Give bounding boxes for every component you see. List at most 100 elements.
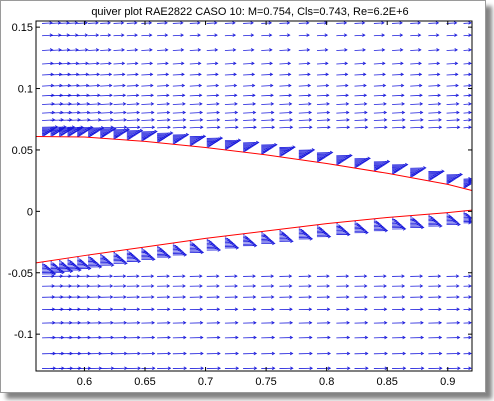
velocity-arrow (428, 220, 439, 224)
velocity-arrow (428, 224, 443, 228)
velocity-arrow (336, 83, 349, 88)
velocity-arrow (243, 335, 257, 340)
velocity-arrow (279, 307, 293, 312)
velocity-arrow (373, 335, 388, 340)
velocity-arrow (336, 351, 351, 356)
velocity-arrow (224, 351, 239, 356)
velocity-arrow (392, 33, 404, 37)
velocity-arrow (316, 61, 329, 66)
velocity-arrow (141, 335, 156, 340)
x-tick-label: 0.75 (255, 376, 276, 388)
velocity-arrow (113, 261, 128, 265)
velocity-arrow (189, 307, 204, 312)
velocity-arrow (428, 118, 442, 122)
velocity-arrow (373, 295, 388, 299)
velocity-arrow (172, 21, 184, 25)
velocity-arrow (126, 48, 139, 52)
velocity-arrow (316, 72, 329, 77)
velocity-arrow (354, 284, 368, 288)
velocity-arrow (141, 253, 152, 257)
velocity-arrow (88, 265, 103, 269)
velocity-arrow (336, 48, 348, 52)
velocity-arrow (428, 284, 442, 288)
velocity-arrow (316, 284, 330, 288)
velocity-arrow (67, 264, 78, 268)
velocity-arrow (243, 33, 255, 37)
velocity-arrow (316, 307, 331, 312)
velocity-arrow (261, 236, 270, 240)
velocity-arrow (316, 234, 332, 239)
velocity-arrow (77, 284, 91, 288)
velocity-arrow (463, 335, 472, 340)
velocity-arrow (354, 351, 369, 356)
velocity-arrow (157, 118, 171, 122)
velocity-arrow (392, 223, 402, 227)
velocity-arrow (410, 110, 424, 115)
velocity-arrow (100, 366, 115, 370)
velocity-arrow (316, 93, 330, 98)
velocity-arrow (172, 250, 185, 254)
velocity-arrow (298, 48, 311, 52)
velocity-arrow (100, 262, 114, 266)
velocity-arrow (157, 125, 171, 129)
velocity-arrow (224, 110, 239, 115)
velocity-arrow (261, 142, 278, 147)
velocity-arrow (42, 93, 55, 98)
velocity-arrow (298, 125, 313, 129)
axes-box (35, 20, 473, 372)
velocity-arrow (298, 351, 313, 356)
velocity-arrow (157, 253, 170, 258)
velocity-arrow (279, 335, 294, 340)
velocity-arrow (446, 307, 460, 312)
velocity-arrow (463, 61, 472, 66)
velocity-arrow (113, 93, 127, 98)
velocity-arrow (463, 295, 472, 299)
velocity-arrow (298, 233, 309, 237)
velocity-arrow (316, 230, 327, 235)
velocity-arrow (410, 335, 425, 340)
velocity-arrow (206, 83, 220, 88)
velocity-arrow (88, 110, 102, 115)
velocity-arrow (113, 256, 122, 260)
velocity-arrow (243, 241, 255, 245)
velocity-arrow (77, 48, 89, 52)
velocity-arrow (373, 118, 388, 122)
velocity-arrow (354, 229, 368, 234)
velocity-arrow (446, 83, 459, 88)
velocity-arrow (428, 102, 442, 106)
velocity-arrow (58, 102, 72, 106)
velocity-arrow (298, 118, 313, 122)
velocity-arrow (463, 218, 472, 222)
velocity-arrow (316, 118, 331, 122)
velocity-arrow (336, 228, 347, 233)
velocity-arrow (446, 366, 461, 370)
velocity-arrow (463, 216, 472, 221)
velocity-arrow (446, 220, 458, 224)
velocity-arrow (261, 83, 274, 88)
velocity-arrow (463, 21, 472, 25)
velocity-arrow (428, 125, 443, 129)
velocity-arrow (243, 102, 257, 106)
velocity-arrow (298, 148, 316, 152)
velocity-arrow (224, 321, 239, 325)
velocity-arrow (446, 217, 455, 221)
velocity-arrow (88, 48, 100, 52)
velocity-arrow (428, 72, 441, 77)
velocity-arrow (172, 249, 183, 253)
velocity-arrow (336, 118, 350, 122)
velocity-arrow (88, 307, 102, 312)
velocity-arrow (243, 140, 260, 145)
velocity-arrow (88, 61, 100, 66)
velocity-arrow (224, 33, 237, 37)
velocity-arrow (50, 93, 64, 98)
velocity-arrow (428, 335, 443, 340)
velocity-arrow (206, 61, 219, 66)
velocity-arrow (77, 266, 92, 271)
velocity-arrow (67, 33, 79, 37)
velocity-arrow (279, 21, 291, 25)
velocity-arrow (141, 254, 153, 259)
velocity-arrow (298, 321, 313, 325)
velocity-arrow (50, 118, 65, 122)
velocity-arrow (157, 274, 170, 278)
velocity-arrow (279, 145, 296, 149)
